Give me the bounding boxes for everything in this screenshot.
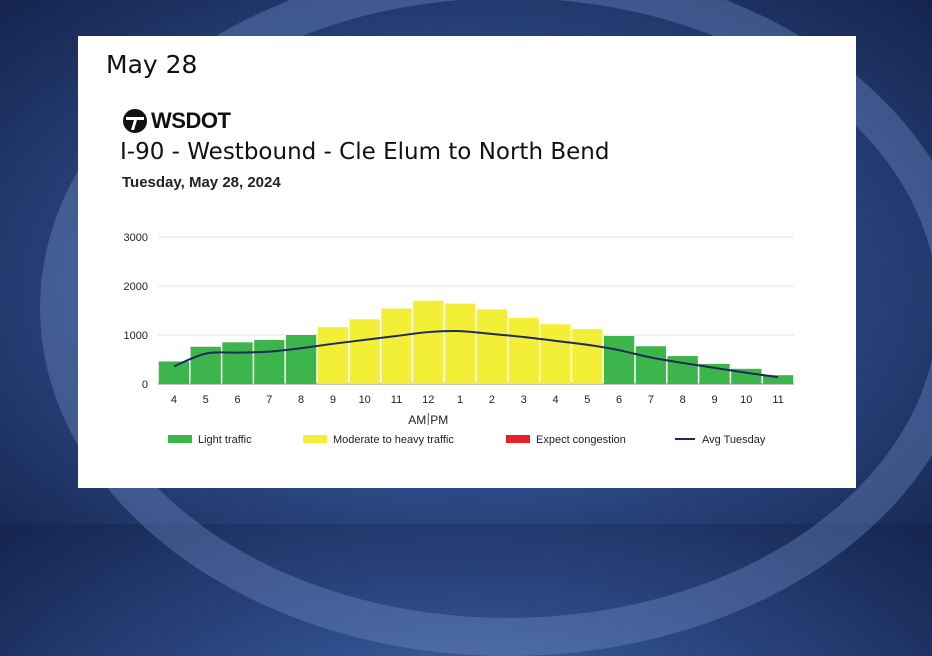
x-tick-label: 9: [330, 394, 336, 406]
y-tick-label: 0: [142, 379, 148, 391]
x-tick-label: 11: [772, 394, 783, 406]
bar: [540, 324, 571, 384]
wsdot-logo: WSDOT: [122, 108, 231, 134]
bar: [572, 329, 603, 384]
bar: [413, 300, 444, 384]
x-tick-label: 1: [457, 394, 463, 406]
date-heading: May 28: [106, 50, 198, 79]
y-tick-label: 2000: [124, 281, 148, 293]
x-tick-label: 5: [203, 394, 209, 406]
bar: [635, 346, 667, 384]
x-tick-label: 9: [711, 394, 717, 406]
bar: [731, 368, 762, 384]
x-tick-label: 6: [234, 394, 240, 406]
wsdot-icon: [123, 109, 147, 133]
y-tick-label: 1000: [124, 330, 148, 342]
x-tick-label: 4: [552, 394, 558, 406]
x-tick-label: 3: [521, 394, 527, 406]
bar: [317, 327, 349, 384]
bar: [508, 317, 539, 384]
x-tick-label: 10: [359, 394, 371, 406]
y-tick-label: 3000: [124, 232, 148, 244]
x-tick-label: 11: [391, 394, 402, 406]
am-label: AM: [408, 413, 426, 427]
bar: [381, 308, 412, 384]
legend-label-moderate: Moderate to heavy traffic: [333, 434, 454, 446]
legend-swatch-light: [168, 435, 192, 443]
x-tick-label: 10: [740, 394, 752, 406]
x-tick-label: 2: [489, 394, 495, 406]
x-tick-label: 6: [616, 394, 622, 406]
x-tick-label: 5: [584, 394, 590, 406]
legend-label-avg: Avg Tuesday: [702, 434, 766, 446]
chart-title: I-90 - Westbound - Cle Elum to North Ben…: [120, 139, 610, 165]
x-tick-label: 8: [680, 394, 686, 406]
chart-card: May 28 WSDOT I-90 - Westbound - Cle Elum…: [78, 36, 856, 488]
bar: [158, 361, 190, 384]
x-tick-label: 4: [171, 394, 177, 406]
legend-swatch-congestion: [506, 435, 530, 443]
bar: [603, 335, 635, 384]
pm-label: PM: [430, 413, 448, 427]
x-tick-label: 7: [648, 394, 654, 406]
bar: [444, 303, 476, 384]
legend-swatch-moderate: [303, 435, 327, 443]
legend-label-congestion: Expect congestion: [536, 434, 626, 446]
x-tick-label: 7: [266, 394, 272, 406]
bar: [476, 309, 508, 384]
x-tick-label: 8: [298, 394, 304, 406]
avg-tuesday-line: [173, 329, 779, 379]
bar: [762, 375, 794, 384]
bar: [285, 335, 317, 384]
logo-text: WSDOT: [151, 108, 231, 133]
bar: [222, 342, 253, 384]
bar: [254, 339, 285, 384]
legend-label-light: Light traffic: [198, 434, 252, 446]
x-tick-label: 12: [422, 394, 434, 406]
bar: [349, 319, 380, 384]
chart-subtitle: Tuesday, May 28, 2024: [122, 174, 281, 191]
